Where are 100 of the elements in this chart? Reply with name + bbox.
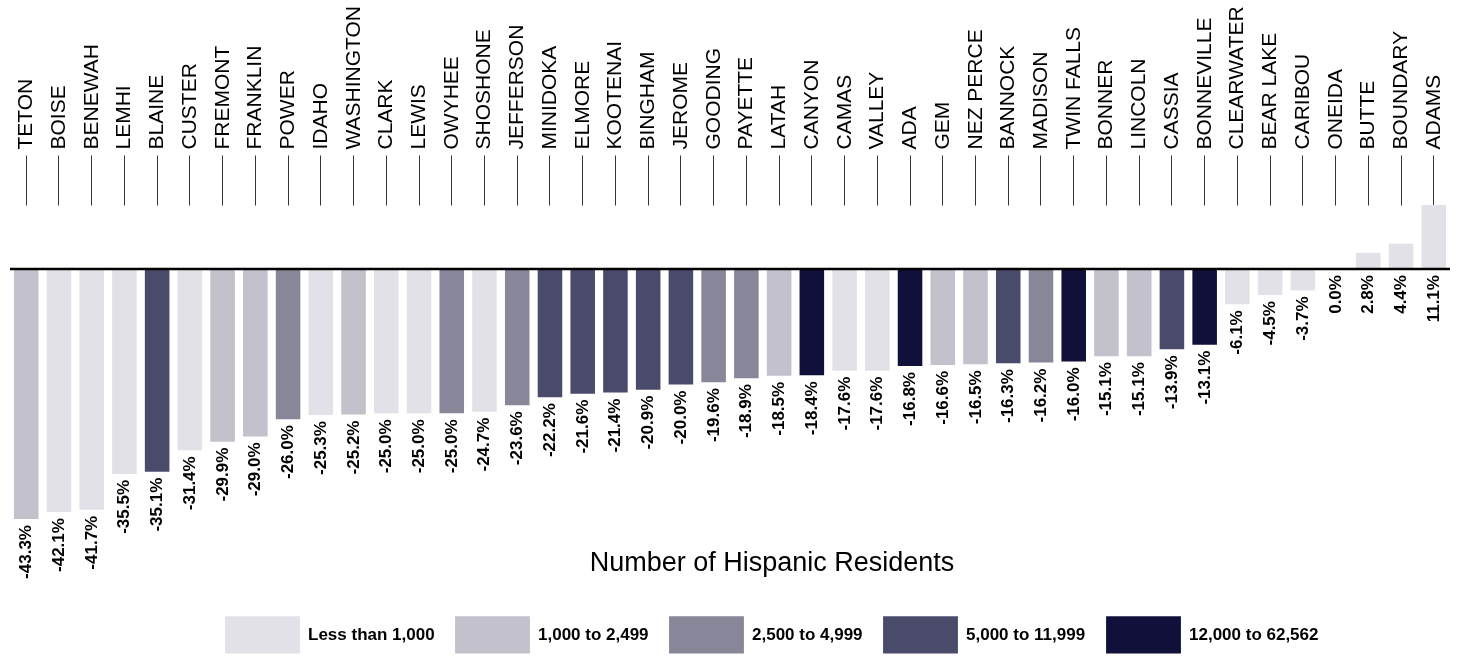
x-tick-label: BINGHAM <box>635 51 659 150</box>
x-tick-label: KOOTENAI <box>602 40 626 150</box>
data-label: -35.5% <box>114 479 134 534</box>
x-tick-label: POWER <box>275 70 299 150</box>
x-tick-label: BOISE <box>45 85 69 150</box>
x-tick-label: PAYETTE <box>733 56 757 150</box>
data-label: -15.1% <box>1129 362 1149 417</box>
legend-label: 1,000 to 2,499 <box>538 624 649 644</box>
data-label: -35.1% <box>147 477 167 532</box>
x-tick-label: GEM <box>929 101 953 150</box>
x-tick-label: JEROME <box>667 61 691 150</box>
bar <box>275 269 301 420</box>
data-label: -16.0% <box>1063 367 1083 422</box>
data-label: -23.6% <box>507 411 527 466</box>
bar <box>701 269 726 383</box>
bar <box>1094 269 1119 357</box>
bar <box>79 269 104 510</box>
data-label: -26.0% <box>278 425 298 480</box>
bar <box>635 269 661 390</box>
bar <box>603 269 628 393</box>
data-label: -4.5% <box>1260 301 1280 346</box>
x-tick-label: BUTTE <box>1355 80 1379 150</box>
data-label: -13.9% <box>1161 355 1181 410</box>
data-label: -42.1% <box>48 518 68 572</box>
x-tick-label: CUSTER <box>176 63 200 150</box>
x-tick-label: CARIBOU <box>1289 53 1313 150</box>
bar <box>963 269 988 365</box>
x-tick-label: ADA <box>897 106 921 150</box>
bar <box>865 269 890 371</box>
bar <box>210 269 235 442</box>
data-label: -20.9% <box>638 395 658 450</box>
x-tick-label: CAMAS <box>831 74 855 150</box>
x-tick-label: MADISON <box>1027 51 1051 150</box>
x-tick-label: FREMONT <box>209 45 233 150</box>
data-label: -18.5% <box>769 381 789 436</box>
x-tick-label: WASHINGTON <box>340 5 364 150</box>
bar <box>897 269 923 367</box>
legend-title: Number of Hispanic Residents <box>589 547 955 577</box>
x-tick-label: CANYON <box>798 59 822 150</box>
data-label: -25.2% <box>343 420 363 475</box>
bar <box>243 269 268 437</box>
bar <box>341 269 366 415</box>
data-label: -16.2% <box>1030 368 1050 423</box>
bar <box>177 269 203 451</box>
bar <box>1388 243 1414 270</box>
x-tick-label: LATAH <box>766 84 790 150</box>
x-tick-label: BENEWAH <box>78 44 102 150</box>
bar <box>144 269 170 472</box>
data-label: -3.7% <box>1292 296 1312 341</box>
data-label: -20.0% <box>670 390 690 445</box>
bar <box>766 269 792 376</box>
bar <box>406 269 432 414</box>
legend-label: 12,000 to 62,562 <box>1189 624 1319 644</box>
x-tick-label: CLEARWATER <box>1224 6 1248 150</box>
data-label: 0.0% <box>1325 275 1345 314</box>
data-label: -16.5% <box>965 370 985 425</box>
bar <box>1257 269 1283 296</box>
bar <box>439 269 465 414</box>
data-label: 11.1% <box>1423 275 1443 323</box>
bar <box>112 269 137 474</box>
x-tick-label: JEFFERSON <box>504 24 528 150</box>
x-tick-label: GOODING <box>700 47 724 150</box>
x-tick-label: LINCOLN <box>1126 58 1150 150</box>
bar <box>930 269 956 365</box>
data-label: -18.4% <box>801 381 821 436</box>
data-label: -19.6% <box>703 388 723 443</box>
data-label: -29.9% <box>212 447 232 502</box>
x-tick-label: TETON <box>13 78 37 150</box>
bar <box>668 269 694 385</box>
legend-label: 2,500 to 4,999 <box>752 624 863 644</box>
x-tick-label: ELMORE <box>569 60 593 150</box>
x-tick-label: BEAR LAKE <box>1257 32 1281 150</box>
bar <box>1290 269 1316 291</box>
data-label: -15.1% <box>1096 362 1116 417</box>
data-label: -13.1% <box>1194 350 1214 405</box>
bar <box>46 269 72 513</box>
data-label: -24.7% <box>474 417 494 472</box>
data-label: -17.6% <box>834 376 854 431</box>
x-tick-label: TWIN FALLS <box>1060 26 1084 150</box>
x-tick-label: IDAHO <box>307 82 331 150</box>
bar <box>13 269 39 519</box>
x-tick-label: BOUNDARY <box>1388 30 1412 150</box>
x-tick-label: LEWIS <box>406 84 430 150</box>
data-label: -21.6% <box>572 399 592 454</box>
bar <box>734 269 759 379</box>
x-tick-label: CLARK <box>373 79 397 150</box>
x-tick-label: BONNER <box>1093 59 1117 150</box>
bar <box>1028 269 1054 363</box>
x-tick-label: VALLEY <box>864 71 888 150</box>
bar <box>832 269 857 371</box>
x-tick-label: ONEIDA <box>1322 68 1346 150</box>
data-label: -16.8% <box>900 372 920 426</box>
data-label: -25.0% <box>441 419 461 474</box>
x-tick-label: BANNOCK <box>995 45 1019 150</box>
x-tick-label: BLAINE <box>144 74 168 150</box>
x-tick-label: OWYHEE <box>438 56 462 150</box>
data-label: 4.4% <box>1391 275 1411 314</box>
data-label: -31.4% <box>179 456 199 511</box>
data-label: -17.6% <box>867 376 887 431</box>
data-label: -21.4% <box>605 398 625 453</box>
